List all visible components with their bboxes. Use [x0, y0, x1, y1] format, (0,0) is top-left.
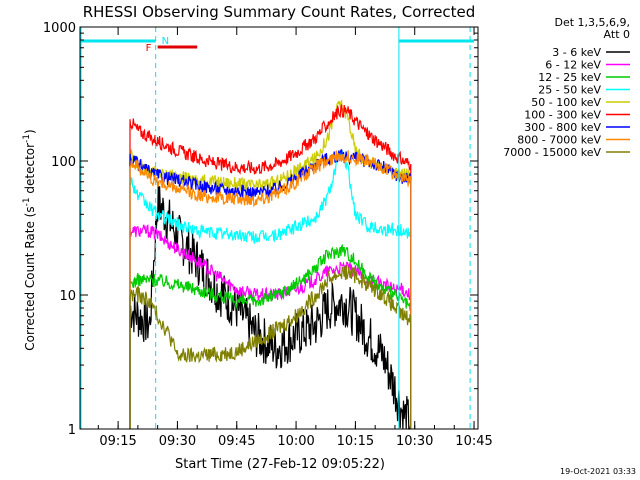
legend-header-line1: Det 1,3,5,6,9,: [554, 16, 630, 29]
legend-label-3: 12 - 25 keV: [538, 71, 601, 84]
y-tick-label-1: 1: [68, 423, 76, 438]
legend-label-9: 7000 - 15000 keV: [503, 146, 601, 159]
series-line-4: [129, 150, 412, 429]
y-axis-label-end: ): [23, 129, 37, 134]
legend-label-7: 300 - 800 keV: [524, 121, 601, 134]
legend-label-1: 3 - 6 keV: [552, 46, 601, 59]
y-axis-label-main: Corrected Count Rate (s: [23, 206, 37, 350]
y-tick-label-2: 10: [59, 289, 76, 304]
x-tick-label-2: 09:30: [159, 434, 196, 449]
plot-frame: [79, 26, 479, 430]
y-axis-label-mid: detector: [23, 143, 37, 198]
legend-label-4: 25 - 50 keV: [538, 84, 601, 97]
night-marker-label: N: [162, 36, 169, 47]
legend-label-6: 100 - 300 keV: [524, 109, 601, 122]
legend-label-2: 6 - 12 keV: [545, 59, 601, 72]
x-tick-label-6: 10:30: [396, 434, 433, 449]
legend-label-8: 800 - 7000 keV: [517, 134, 601, 147]
x-tick-label-1: 09:15: [99, 434, 136, 449]
x-tick-label-3: 09:45: [218, 434, 255, 449]
y-tick-label-4: 1000: [43, 21, 76, 36]
series-line-7: [129, 149, 412, 429]
y-axis-label-sup1: -1: [22, 197, 32, 206]
x-tick-label-4: 10:00: [277, 434, 314, 449]
x-tick-label-7: 10:45: [455, 434, 492, 449]
y-axis-label: Corrected Count Rate (s-1 detector-1): [22, 129, 37, 350]
y-tick-label-3: 100: [51, 155, 76, 170]
legend-label-5: 50 - 100 keV: [531, 96, 601, 109]
chart-title: RHESSI Observing Summary Count Rates, Co…: [83, 3, 476, 21]
footer-timestamp: 19-Oct-2021 03:33: [560, 467, 636, 476]
flare-marker-label: F: [146, 43, 152, 54]
series-line-3: [129, 243, 412, 429]
series-line-8: [129, 150, 412, 429]
legend-header-line2: Att 0: [604, 28, 630, 41]
series-line-6: [129, 104, 412, 429]
x-tick-label-5: 10:15: [337, 434, 374, 449]
plot-area: NF 09:15 09:30 09:45 10:00 10:15 10:30 10:45 1 10…: [43, 21, 493, 449]
y-axis-label-sup2: -1: [22, 134, 32, 143]
series-line-9: [129, 264, 412, 429]
series-line-1: [129, 181, 412, 430]
x-axis-label: Start Time (27-Feb-12 09:05:22): [175, 457, 385, 472]
